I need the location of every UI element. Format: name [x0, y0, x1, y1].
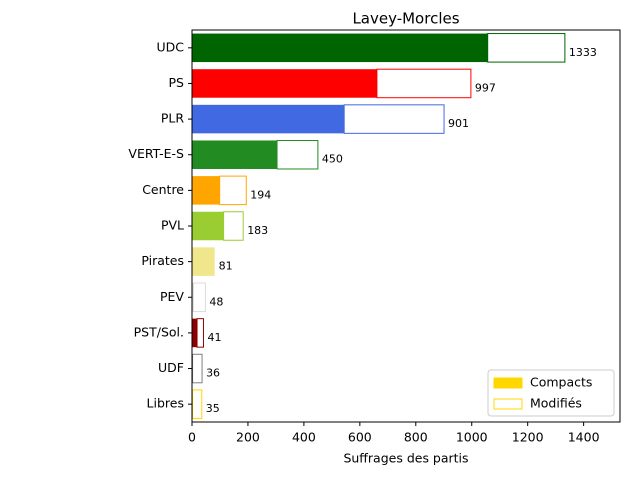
y-tick-label: PVL: [161, 218, 184, 233]
legend-label: Compacts: [530, 375, 592, 390]
total-label: 997: [475, 81, 496, 94]
y-tick-label: Pirates: [141, 253, 184, 268]
y-tick-label: Libres: [147, 396, 184, 411]
x-axis-label: Suffrages des partis: [343, 451, 468, 466]
bar-compact: [192, 247, 215, 276]
chart-title: Lavey-Morcles: [352, 10, 459, 28]
bar-modified: [487, 33, 566, 63]
bar-modified: [196, 318, 204, 348]
bar-compact: [192, 211, 224, 241]
x-tick-label: 600: [348, 430, 372, 445]
x-tick-label: 200: [236, 430, 260, 445]
total-label: 48: [209, 295, 223, 308]
bar-modified: [219, 175, 247, 206]
total-label: 183: [247, 224, 268, 237]
total-label: 36: [206, 367, 220, 380]
y-tick-label: PEV: [160, 289, 184, 304]
x-tick-label: 0: [188, 430, 196, 445]
x-tick-label: 1200: [512, 430, 544, 445]
bar-compact: [192, 69, 377, 98]
bar-compact: [192, 318, 198, 348]
y-tick-label: PLR: [161, 111, 185, 126]
x-tick-label: 400: [292, 430, 316, 445]
legend-swatch: [493, 377, 523, 389]
x-tick-label: 1400: [568, 430, 600, 445]
y-tick-label: UDC: [156, 39, 184, 54]
y-tick-label: PST/Sol.: [134, 324, 184, 339]
total-label: 41: [207, 331, 221, 344]
bar-modified: [276, 139, 319, 170]
y-tick-label: UDF: [158, 360, 184, 375]
bar-modified: [192, 353, 203, 384]
legend-swatch: [493, 398, 523, 410]
y-tick-label: VERT-E-S: [128, 146, 184, 161]
bar-modified: [343, 104, 445, 134]
bar-modified: [192, 389, 203, 419]
bar-compact: [192, 104, 345, 134]
bar-compact: [192, 176, 220, 205]
total-label: 1333: [569, 46, 597, 59]
total-label: 901: [448, 117, 469, 130]
bar-modified: [376, 68, 472, 99]
bar-compact: [192, 33, 488, 63]
y-tick-label: Centre: [142, 182, 184, 197]
legend-label: Modifiés: [530, 396, 582, 411]
y-tick-label: PS: [169, 75, 185, 90]
total-label: 450: [322, 153, 343, 166]
x-tick-label: 800: [404, 430, 428, 445]
x-tick-label: 1000: [456, 430, 488, 445]
total-label: 81: [219, 260, 233, 273]
bar-compact: [192, 140, 278, 169]
bar-compact: [192, 283, 194, 312]
bar-modified: [223, 211, 244, 241]
total-label: 35: [206, 402, 220, 415]
bar-modified: [192, 282, 206, 313]
total-label: 194: [250, 188, 271, 201]
axes-frame: [191, 29, 621, 423]
